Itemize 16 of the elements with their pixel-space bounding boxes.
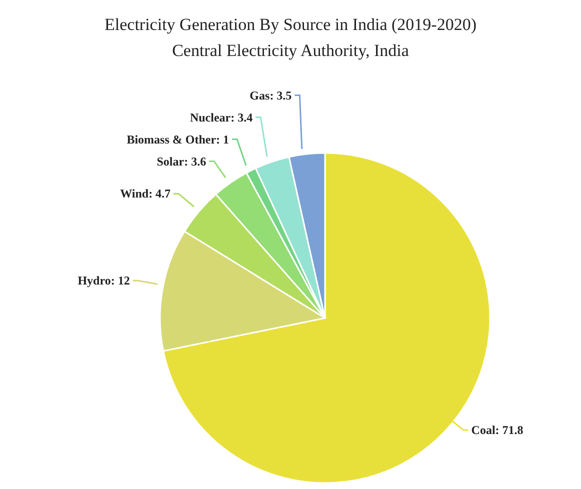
data-label: : 12 [110,274,130,288]
slice-label: Coal [471,423,496,438]
chart-title: Electricity Generation By Source in India (2019-2020) [104,15,476,34]
data-label: : 3.4 [230,110,253,124]
slice-label: Nuclear [190,110,232,124]
data-label: : 4.7 [148,186,171,201]
slice-label: Wind [120,186,149,201]
data-label: : 1 [216,132,230,146]
data-label: : 71.8 [495,423,524,438]
slice-label: Gas [250,88,270,102]
chart-subtitle: Central Electricity Authority, India [172,41,410,60]
slice-label: Solar [156,154,185,168]
slice-label: Hydro [78,274,111,288]
data-label: : 3.6 [184,154,206,168]
data-label: : 3.5 [270,88,292,102]
slice-label: Biomass & Other [126,132,217,146]
